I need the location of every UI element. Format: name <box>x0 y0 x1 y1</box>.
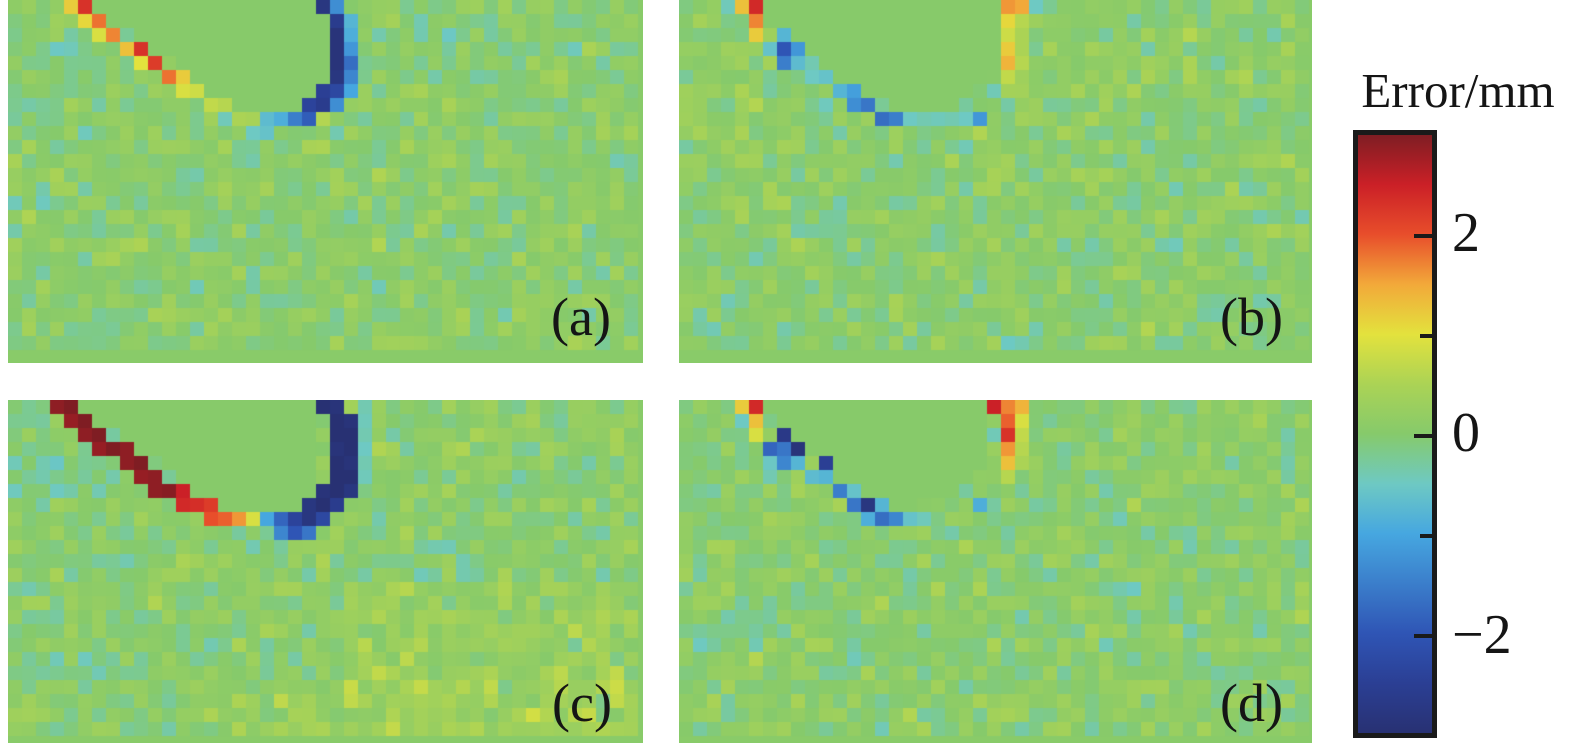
colorbar-label-0: 0 <box>1452 402 1480 464</box>
panel-d-label: (d) <box>1220 673 1283 733</box>
colorbar-title: Error/mm <box>1361 63 1555 118</box>
heatmap-panel-a <box>8 0 643 363</box>
heatmap-panel-b <box>679 0 1312 363</box>
colorbar-tick-2 <box>1414 234 1432 238</box>
colorbar-label-2: 2 <box>1452 202 1480 264</box>
colorbar-tick-0 <box>1414 434 1432 438</box>
colorbar-label-neg2: −2 <box>1452 604 1512 666</box>
colorbar-tick-1 <box>1420 334 1432 338</box>
panel-b-label: (b) <box>1220 287 1283 347</box>
panel-a-label: (a) <box>551 287 611 347</box>
heatmap-panel-c <box>8 400 643 743</box>
panel-c-label: (c) <box>552 673 612 733</box>
heatmap-panel-d <box>679 400 1312 743</box>
colorbar-tick-neg2 <box>1414 634 1432 638</box>
colorbar-tick-neg1 <box>1420 534 1432 538</box>
colorbar <box>1353 130 1437 738</box>
